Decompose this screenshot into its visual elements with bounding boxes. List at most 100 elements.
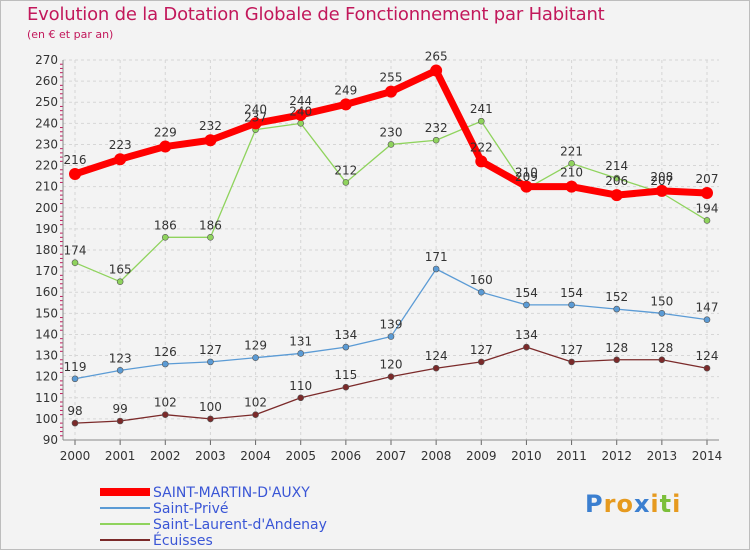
legend-label: Saint-Laurent-d'Andenay: [153, 517, 327, 533]
data-point: [568, 301, 575, 309]
legend: SAINT-MARTIN-D'AUXYSaint-PrivéSaint-Laur…: [100, 485, 327, 549]
data-label: 119: [64, 360, 87, 374]
data-label: 240: [244, 102, 267, 116]
data-label: 160: [470, 273, 493, 287]
y-tick-label: 130: [35, 349, 58, 363]
x-tick-label: 2005: [285, 449, 316, 463]
data-label: 124: [425, 349, 448, 363]
data-label: 152: [605, 290, 628, 304]
data-point: [432, 265, 440, 273]
logo-letter: P: [585, 490, 604, 518]
data-point: [523, 301, 530, 309]
data-label: 223: [109, 138, 132, 152]
data-label: 102: [244, 396, 267, 410]
data-point: [703, 316, 711, 323]
data-point: [161, 411, 169, 418]
data-point: [387, 373, 395, 380]
x-tick-label: 2004: [240, 449, 271, 463]
axes: 9010011012013014015016017018019020021022…: [35, 53, 722, 463]
chart-title: Evolution de la Dotation Globale de Fonc…: [27, 4, 605, 25]
y-tick-label: 260: [35, 74, 58, 88]
series-2: [71, 117, 711, 285]
data-point: [249, 117, 262, 130]
legend-label: SAINT-MARTIN-D'AUXY: [153, 485, 310, 501]
y-tick-label: 90: [43, 433, 58, 447]
data-point: [387, 141, 395, 148]
y-tick-label: 180: [35, 243, 58, 257]
data-label: 216: [64, 153, 87, 167]
y-tick-label: 220: [35, 159, 58, 173]
data-point: [71, 259, 79, 266]
data-label: 127: [470, 343, 493, 357]
data-label: 123: [109, 351, 132, 365]
data-point: [207, 234, 214, 241]
data-label: 206: [605, 174, 628, 188]
y-tick-label: 250: [35, 95, 58, 109]
y-tick-label: 170: [35, 264, 58, 278]
data-point: [204, 134, 217, 147]
data-label: 139: [380, 318, 403, 332]
data-label: 120: [380, 358, 403, 372]
data-point: [161, 360, 169, 368]
point-labels: 98 99 102 100 102 110 115 120 124 127 134 127 128 128…: [64, 50, 719, 419]
logo-letter: x: [633, 490, 651, 518]
data-label: 134: [515, 328, 538, 342]
data-label: 214: [605, 159, 628, 173]
chart-subtitle: (en € et par an): [27, 28, 114, 41]
logo-letter: i: [650, 490, 660, 518]
data-point: [114, 153, 127, 166]
y-tick-label: 270: [35, 53, 58, 67]
x-tick-label: 2014: [692, 449, 723, 463]
data-point: [613, 174, 621, 182]
data-label: 124: [696, 349, 719, 363]
x-tick-label: 2013: [647, 449, 678, 463]
series-lines: [69, 64, 713, 427]
data-label: 210: [515, 166, 538, 180]
x-tick-label: 2000: [60, 449, 91, 463]
series-0: [69, 64, 713, 202]
data-label: 134: [334, 328, 357, 342]
data-point: [342, 179, 350, 186]
data-label: 99: [113, 402, 128, 416]
series-3: [71, 343, 711, 427]
data-point: [475, 155, 488, 168]
data-point: [339, 98, 352, 111]
data-point: [207, 415, 214, 423]
data-label: 186: [199, 218, 222, 232]
y-tick-label: 210: [35, 180, 58, 194]
x-tick-label: 2012: [601, 449, 632, 463]
x-tick-label: 2006: [331, 449, 362, 463]
data-label: 209: [515, 170, 538, 184]
data-point: [703, 364, 711, 372]
data-point: [342, 343, 350, 351]
data-point: [701, 187, 713, 199]
data-label: 212: [334, 163, 357, 177]
x-tick-label: 2002: [150, 449, 181, 463]
logo-letter: o: [616, 490, 634, 518]
data-point: [69, 168, 81, 180]
data-point: [71, 375, 79, 383]
data-label: 98: [67, 404, 82, 418]
data-label: 186: [154, 218, 177, 232]
data-label: 102: [154, 396, 177, 410]
y-tick-label: 200: [35, 201, 58, 215]
data-label: 265: [425, 50, 448, 64]
data-label: 150: [650, 294, 673, 308]
data-label: 232: [425, 121, 448, 135]
data-point: [568, 160, 575, 167]
x-tick-label: 2009: [466, 449, 497, 463]
data-label: 244: [289, 94, 312, 108]
data-label: 229: [154, 126, 177, 140]
data-point: [477, 288, 485, 296]
logo-letter: t: [659, 490, 673, 518]
data-label: 147: [696, 301, 719, 315]
data-point: [613, 305, 621, 313]
data-point: [387, 333, 395, 340]
data-point: [159, 140, 172, 153]
y-tick-label: 140: [35, 327, 58, 341]
data-label: 100: [199, 400, 222, 414]
y-tick-label: 110: [35, 391, 58, 405]
data-label: 165: [109, 263, 132, 277]
data-label: 255: [380, 71, 403, 85]
